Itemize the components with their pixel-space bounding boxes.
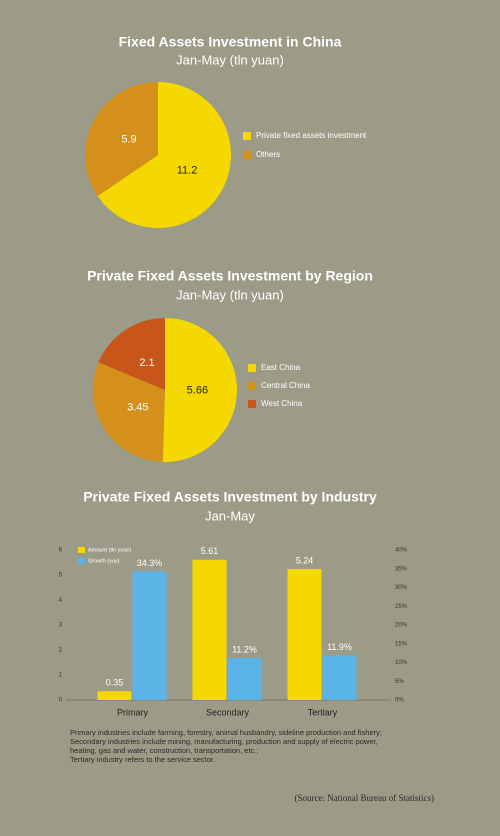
pie-slice [92,362,165,462]
slice-label: 5.9 [121,134,136,146]
slice-label: 2.1 [139,357,154,369]
legend-swatch [248,364,256,372]
bar [132,571,167,700]
y-tick-label: 5 [59,573,63,579]
bar [97,691,132,700]
note: Primary industries include farming, fore… [70,728,382,737]
legend-swatch [78,547,85,553]
chart-subtitle: Jan-May (tln yuan) [176,52,284,67]
legend-swatch [243,132,251,140]
bar [287,569,322,700]
chart-subtitle: Jan-May [205,508,255,523]
legend-swatch [248,400,256,408]
pie-slice [162,318,237,462]
y-tick-label: 4 [59,598,63,604]
y-tick-label: 3 [59,623,63,629]
slice-label: 5.66 [187,384,208,396]
chart-title: Fixed Assets Investment in China [119,34,342,50]
legend-swatch [78,558,85,564]
legend-swatch [243,151,251,159]
note: Tertiary industry refers to the service … [70,755,216,764]
bar [192,559,227,700]
bar [322,655,357,700]
legend-label: Growth (yoy) [88,558,120,564]
chart-title: Private Fixed Assets Investment by Regio… [87,268,373,284]
chart-subtitle: Jan-May (tln yuan) [176,287,284,302]
slice-label: 11.2 [177,164,198,176]
y-tick-label: 2 [59,648,63,654]
x-tick-label: Primary [117,707,148,717]
y-tick-label: 1 [59,673,63,679]
notes: Primary industries include farming, fore… [70,728,400,764]
pie-slice [97,82,231,228]
y2-tick-label: 35% [395,566,408,572]
x-tick-label: Tertiary [308,707,338,717]
y2-tick-label: 15% [395,641,408,647]
y2-tick-label: 0% [395,698,404,704]
legend-label: Central China [261,381,310,390]
legend-label: Private fixed assets investment [256,131,367,140]
source: (Source: National Bureau of Statistics) [294,793,434,803]
bar [227,658,262,700]
value-label: 0.35 [106,678,124,688]
legend-label: East China [261,363,301,372]
legend-label: Others [256,150,280,159]
legend-label: West China [261,399,303,408]
legend-label: Amount (tln yuan) [88,547,132,553]
chart-title: Private Fixed Assets Investment by Indus… [83,489,377,505]
slice-label: 3.45 [127,401,148,413]
note: Secondary industries include mining, man… [70,737,378,755]
value-label: 11.2% [232,644,257,654]
pie-slice [98,318,165,390]
x-tick-label: Secondary [206,707,250,717]
value-label: 34.3% [137,558,163,568]
y2-tick-label: 30% [395,585,408,591]
pie-slice [85,82,158,197]
value-label: 5.61 [201,546,219,556]
y2-tick-label: 40% [395,548,408,554]
y2-tick-label: 25% [395,604,408,610]
y2-tick-label: 10% [395,660,408,666]
y-tick-label: 0 [59,698,63,704]
y2-tick-label: 20% [395,623,408,629]
value-label: 11.9% [327,642,352,652]
legend-swatch [248,382,256,390]
value-label: 5.24 [296,555,314,565]
y-tick-label: 6 [59,548,63,554]
y2-tick-label: 5% [395,679,404,685]
